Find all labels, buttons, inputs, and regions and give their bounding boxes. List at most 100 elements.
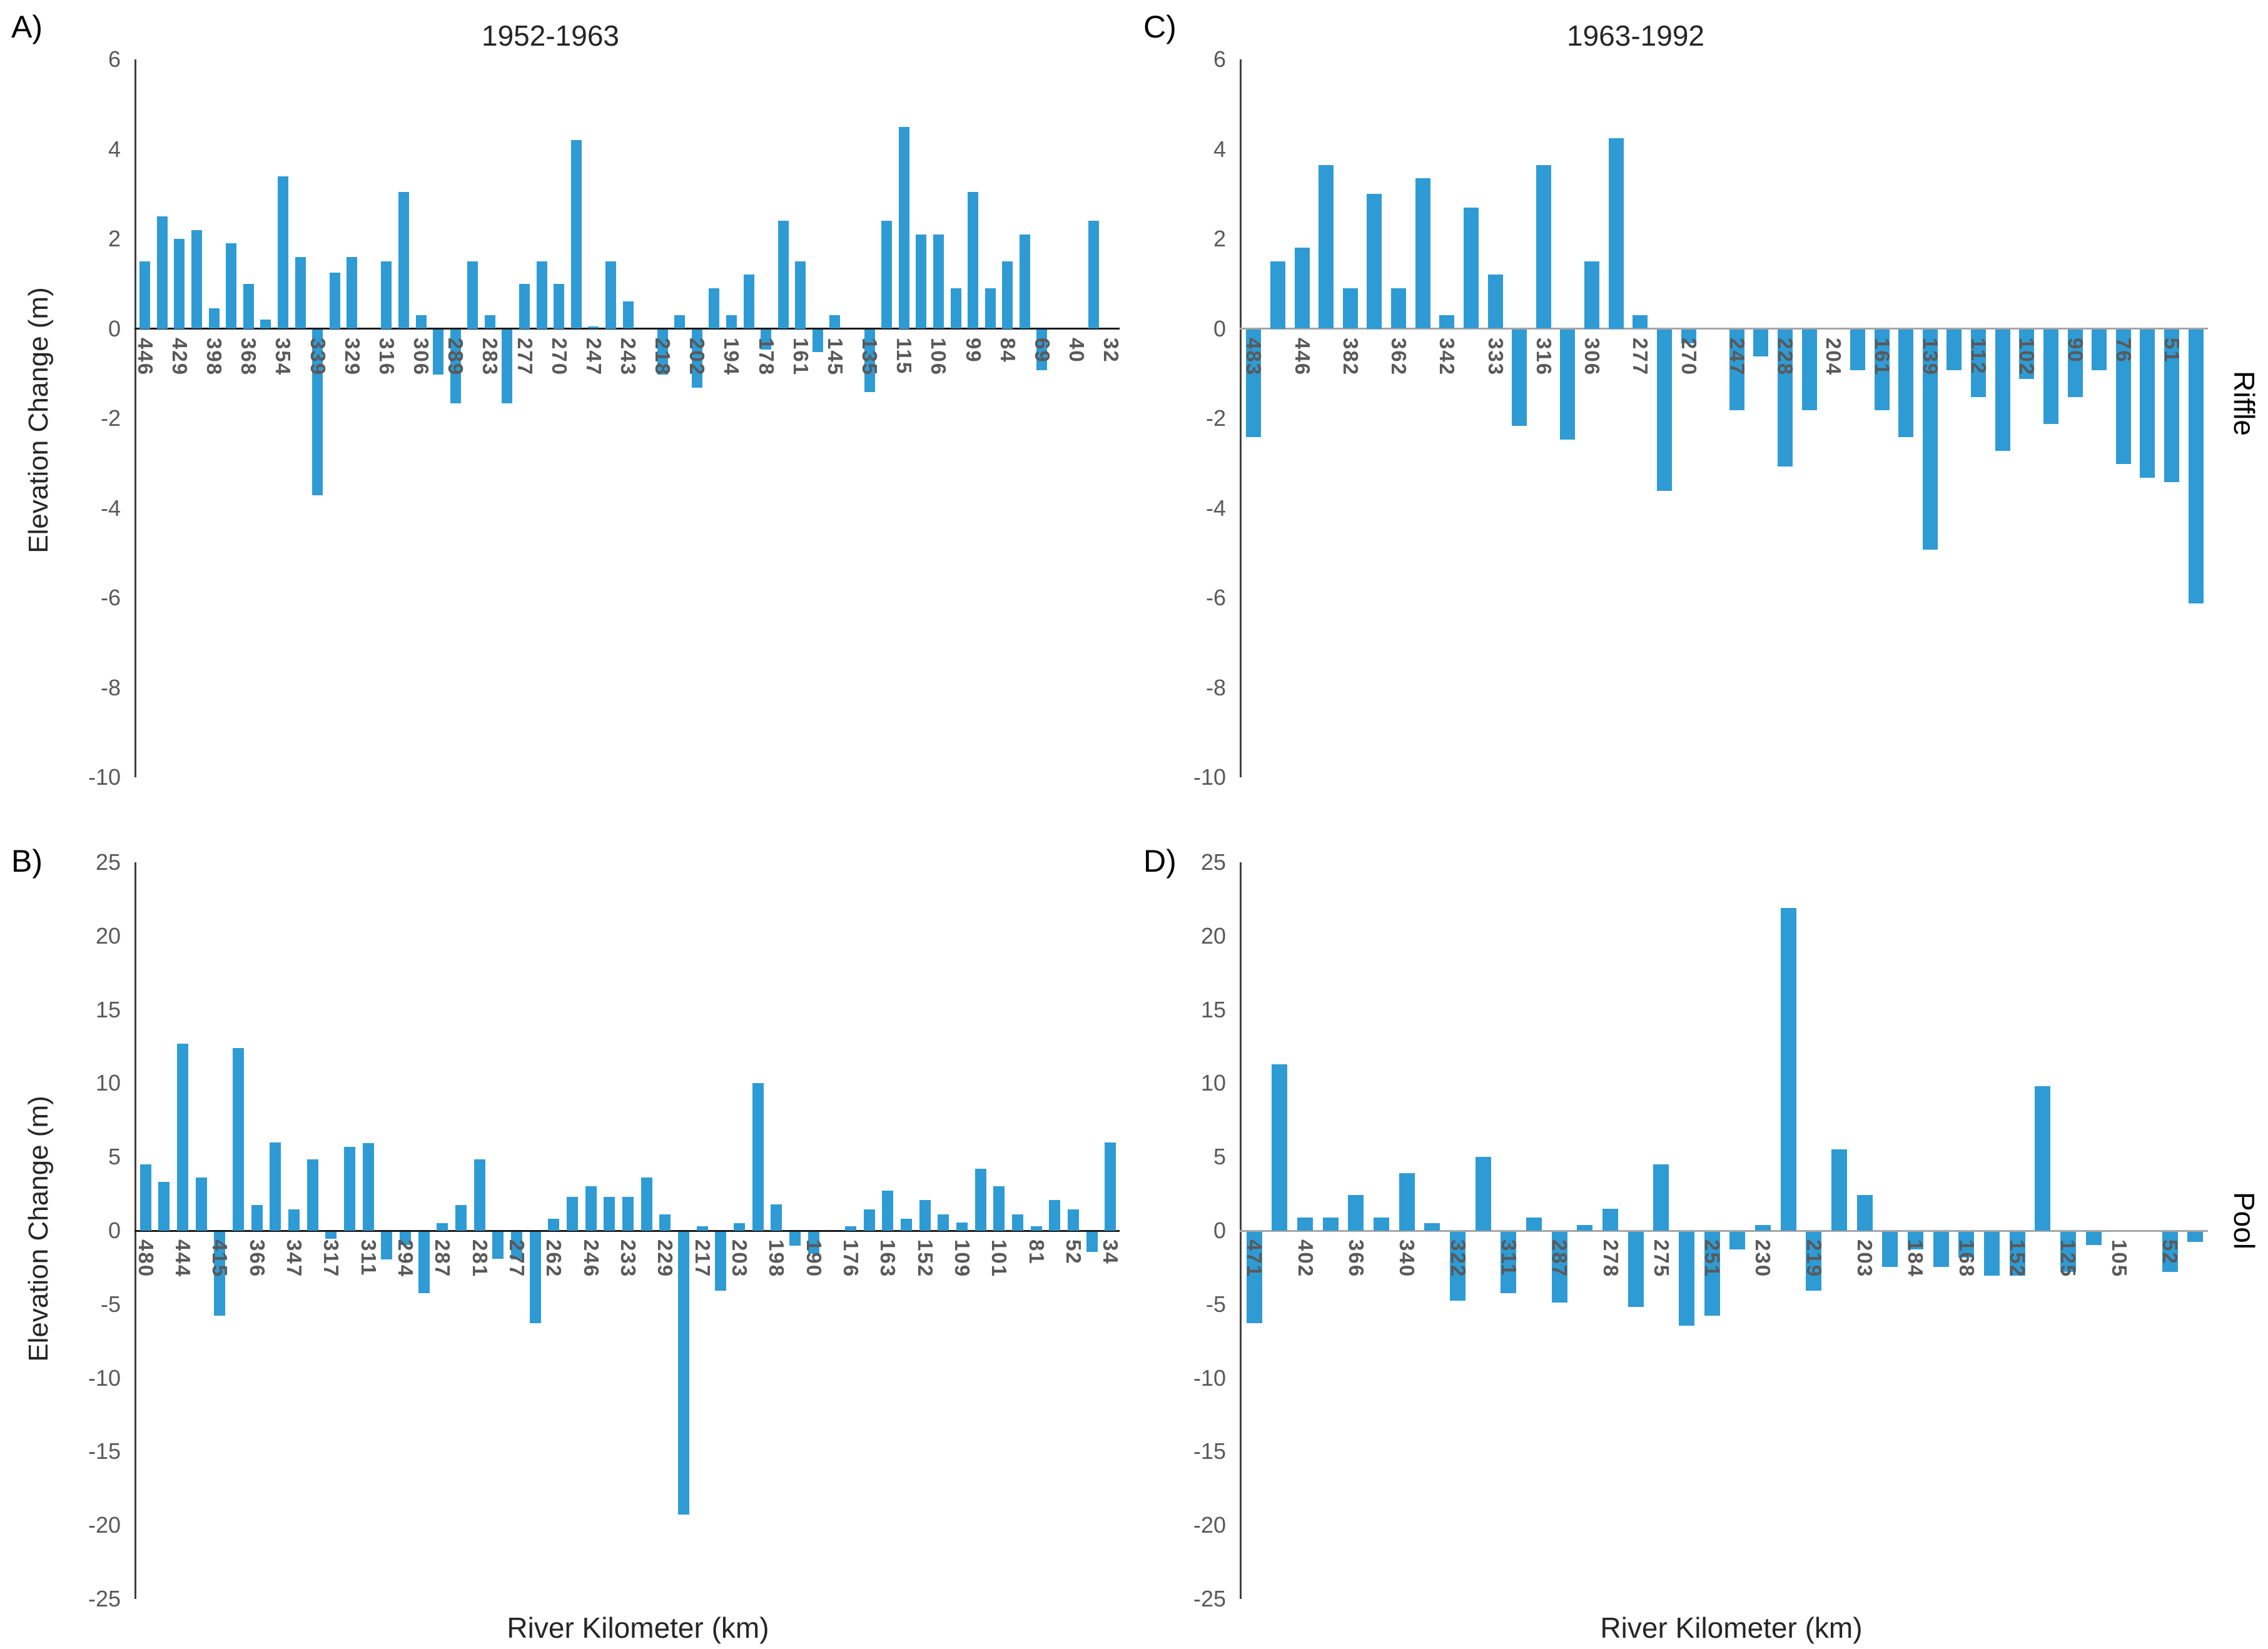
y-tick-label: -15 bbox=[1193, 1438, 1226, 1465]
bar bbox=[2188, 330, 2204, 603]
y-tick-label: -10 bbox=[1193, 764, 1226, 790]
x-tick-label: 246 bbox=[579, 1239, 603, 1278]
y-axis-line bbox=[1240, 59, 1242, 777]
bar bbox=[347, 256, 358, 329]
bar bbox=[467, 261, 478, 329]
x-tick-label: 34 bbox=[1099, 1239, 1123, 1265]
x-tick-label: 247 bbox=[582, 337, 605, 376]
x-tick-label: 163 bbox=[876, 1239, 900, 1278]
bar bbox=[1653, 1164, 1669, 1231]
y-tick-label: 0 bbox=[108, 1218, 121, 1243]
y-tick-label: 15 bbox=[1200, 996, 1226, 1022]
bar bbox=[1501, 1231, 1517, 1294]
x-tick-label: 306 bbox=[410, 337, 433, 376]
x-tick-label: 228 bbox=[1774, 337, 1798, 376]
bar bbox=[2164, 330, 2180, 482]
bar bbox=[919, 1199, 931, 1231]
bar bbox=[1882, 1231, 1898, 1268]
bar bbox=[519, 283, 530, 329]
bar bbox=[214, 1231, 226, 1316]
bar bbox=[502, 330, 513, 404]
bar bbox=[1729, 330, 1744, 411]
bar bbox=[1322, 1217, 1339, 1231]
bar bbox=[1367, 194, 1382, 329]
bar bbox=[1633, 315, 1648, 329]
x-tick-label: 125 bbox=[2057, 1239, 2080, 1278]
bar bbox=[588, 326, 599, 329]
bar bbox=[484, 315, 495, 329]
x-tick-label: 281 bbox=[468, 1239, 492, 1278]
bar bbox=[1602, 1208, 1619, 1231]
bar bbox=[398, 191, 409, 329]
x-tick-label: 139 bbox=[1918, 337, 1942, 376]
x-tick-label: 270 bbox=[547, 337, 571, 376]
y-tick-label: 20 bbox=[1200, 922, 1226, 949]
y-tick-label: -20 bbox=[88, 1512, 121, 1538]
bar bbox=[1983, 1231, 2000, 1276]
bar bbox=[1297, 1217, 1314, 1231]
y-tick-label: 0 bbox=[1213, 315, 1226, 341]
x-tick-label: 311 bbox=[357, 1239, 380, 1277]
title-1963-1992: 1963-1992 bbox=[1567, 19, 1704, 52]
bar bbox=[2140, 330, 2155, 478]
x-tick-label: 218 bbox=[651, 337, 675, 376]
bar bbox=[1067, 1209, 1079, 1231]
bar bbox=[1679, 1231, 1694, 1326]
bar bbox=[177, 1043, 189, 1231]
bar bbox=[437, 1223, 448, 1231]
bar bbox=[691, 330, 702, 388]
x-tick-label: 176 bbox=[839, 1239, 863, 1278]
x-tick-label: 52 bbox=[1061, 1239, 1085, 1265]
bar bbox=[1272, 1064, 1288, 1231]
bar bbox=[1806, 1231, 1822, 1291]
x-tick-label: 446 bbox=[1290, 337, 1314, 376]
bar bbox=[1319, 164, 1334, 329]
y-tick-label: 2 bbox=[108, 226, 121, 251]
y-tick-label: -2 bbox=[1205, 405, 1226, 431]
bar bbox=[306, 1159, 318, 1231]
bar bbox=[1011, 1214, 1023, 1231]
x-tick-label: 243 bbox=[617, 337, 640, 376]
x-tick-label: 51 bbox=[2160, 337, 2184, 363]
bar bbox=[1439, 315, 1455, 329]
bar bbox=[622, 1196, 634, 1231]
bar bbox=[1019, 234, 1030, 329]
bar bbox=[1036, 330, 1048, 370]
bar bbox=[1088, 221, 1100, 329]
bar bbox=[1450, 1231, 1466, 1301]
bar bbox=[312, 330, 323, 496]
y-tick-label: -5 bbox=[100, 1291, 121, 1317]
bar bbox=[1551, 1231, 1567, 1303]
x-tick-label: 161 bbox=[789, 337, 813, 376]
x-tick-label: 311 bbox=[1497, 1239, 1521, 1277]
x-tick-label: 76 bbox=[2112, 337, 2135, 363]
bar bbox=[1030, 1226, 1042, 1231]
bar bbox=[455, 1204, 467, 1231]
bar bbox=[2162, 1231, 2178, 1273]
bar bbox=[1246, 1231, 1262, 1323]
bar bbox=[733, 1223, 745, 1231]
zero-axis-line bbox=[134, 328, 1120, 330]
bar bbox=[777, 221, 789, 329]
bar bbox=[715, 1231, 727, 1291]
x-tick-label: 398 bbox=[203, 337, 226, 376]
bar bbox=[2092, 330, 2107, 370]
bar bbox=[709, 288, 720, 329]
x-tick-label: 90 bbox=[2063, 337, 2087, 363]
bar bbox=[938, 1214, 949, 1231]
y-tick-label: 0 bbox=[1213, 1218, 1226, 1243]
bar bbox=[1294, 248, 1310, 329]
y-tick-label: -25 bbox=[88, 1586, 121, 1611]
bar bbox=[674, 315, 686, 329]
bar bbox=[1780, 908, 1796, 1231]
x-tick-label: 429 bbox=[168, 337, 191, 376]
bar bbox=[2115, 330, 2131, 465]
x-tick-label: 283 bbox=[478, 337, 502, 376]
y-tick-label: -25 bbox=[1193, 1586, 1226, 1611]
bar bbox=[726, 315, 737, 329]
x-tick-label: 415 bbox=[208, 1239, 232, 1278]
bar bbox=[1374, 1217, 1390, 1231]
panel-letter-c: C) bbox=[1143, 9, 1177, 44]
bar bbox=[433, 330, 444, 375]
